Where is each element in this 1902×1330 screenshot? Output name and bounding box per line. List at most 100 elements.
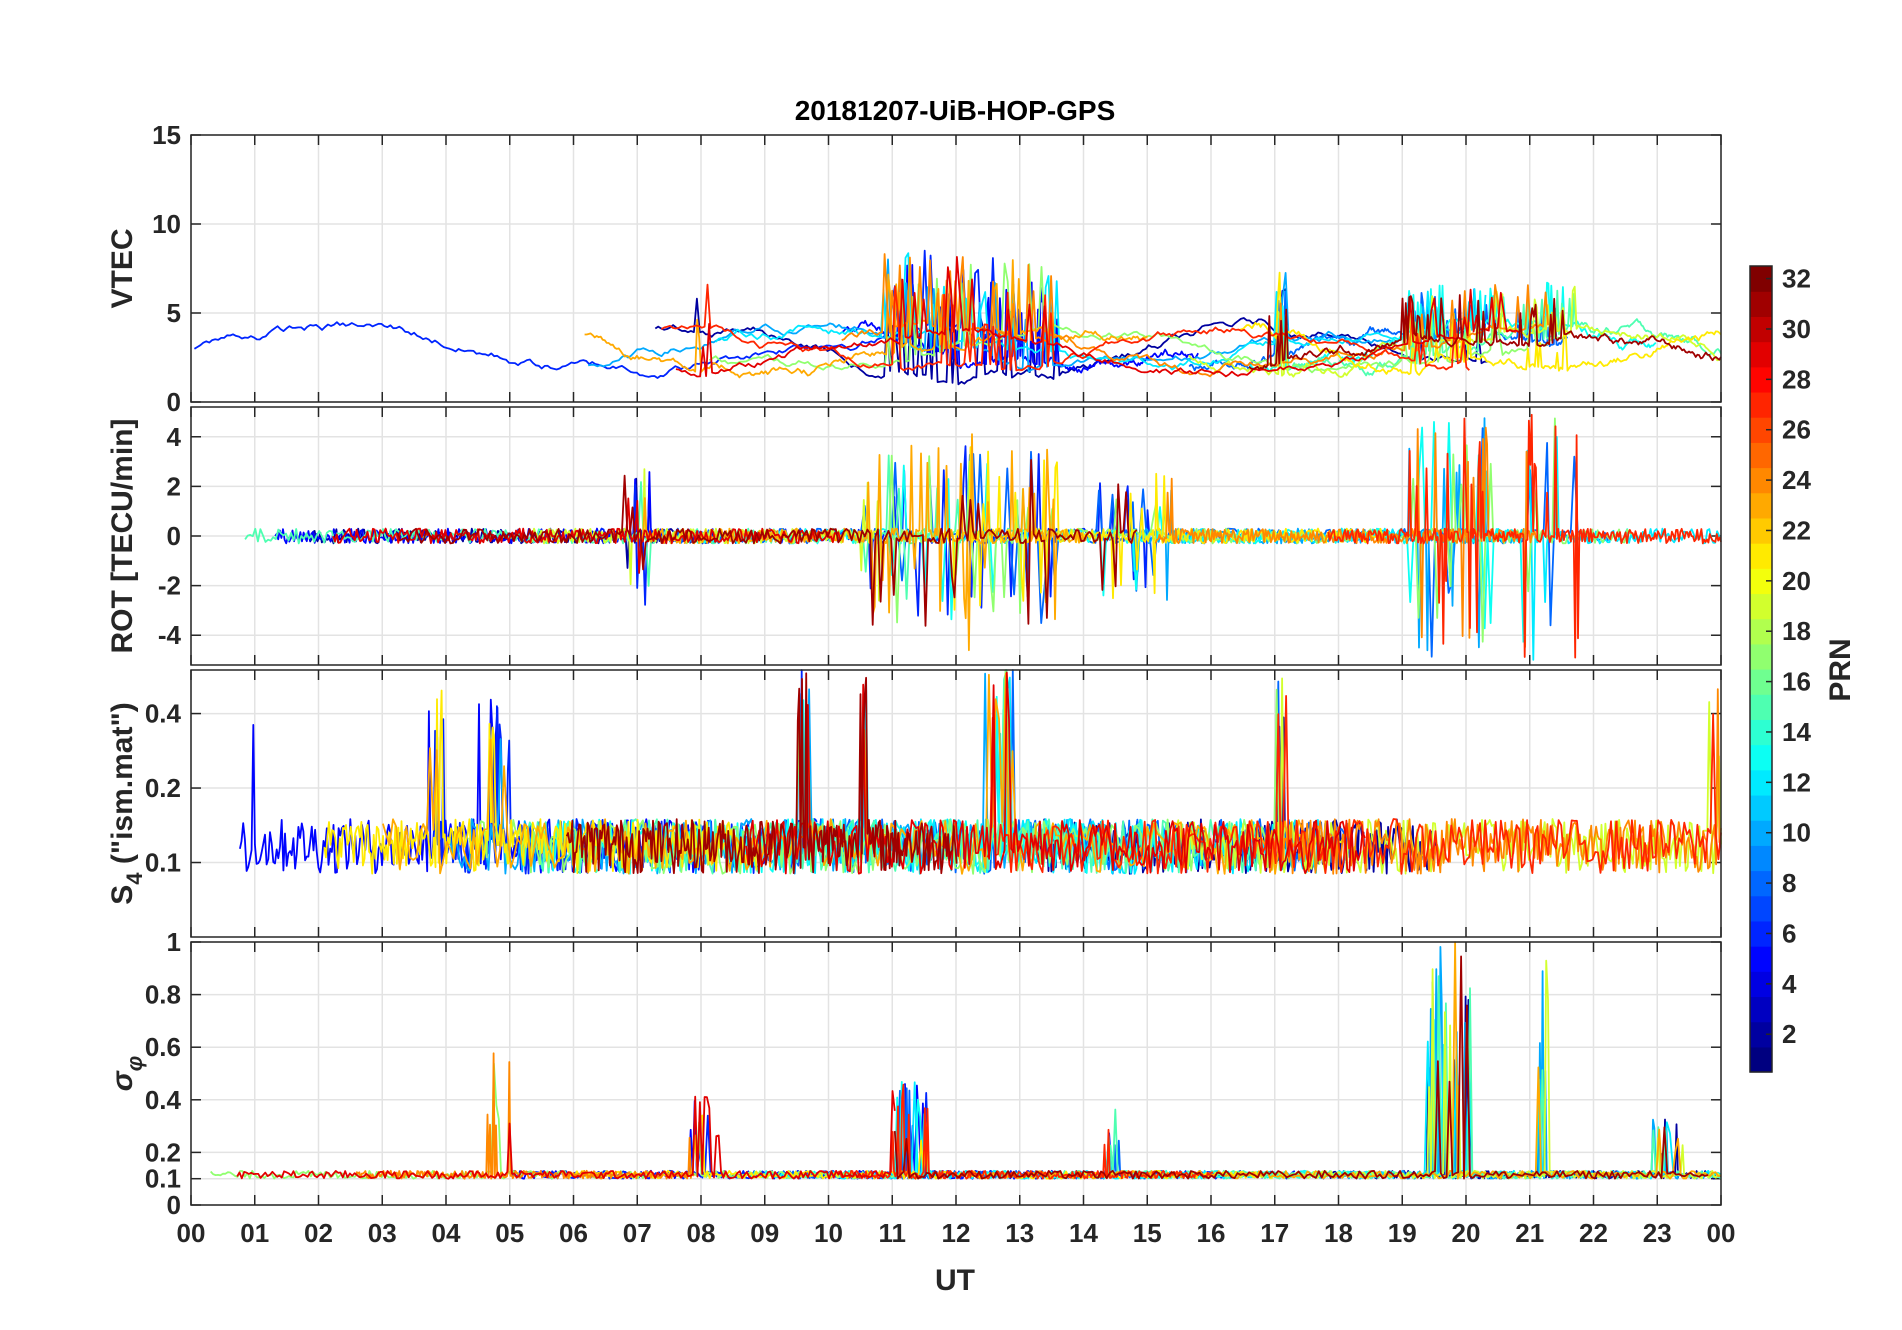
x-tick-label: 06 [559, 1218, 588, 1248]
series-line-prn-17 [708, 262, 1571, 374]
colorbar-segment-prn-4 [1750, 971, 1772, 998]
colorbar-segment-prn-9 [1750, 845, 1772, 872]
colorbar-segment-prn-6 [1750, 920, 1772, 947]
series-line-prn-19 [1231, 959, 1722, 1180]
colorbar-tick-label: 6 [1782, 918, 1796, 948]
colorbar-segment-prn-21 [1750, 543, 1772, 569]
colorbar-segment-prn-7 [1750, 895, 1772, 922]
colorbar-tick-label: 28 [1782, 364, 1811, 394]
colorbar-tick-label: 2 [1782, 1019, 1796, 1049]
x-tick-label: 10 [814, 1218, 843, 1248]
colorbar-segment-prn-10 [1750, 820, 1772, 846]
panel-2: -4 -2 0 2 4 ROT [TECU/min] [106, 406, 1722, 666]
x-tick-label: 09 [750, 1218, 779, 1248]
y-tick-label: 0.1 [145, 848, 181, 878]
panel-1: 0 5 10 15 VTEC [106, 120, 1722, 417]
colorbar-tick-label: 14 [1782, 717, 1811, 747]
colorbar-segment-prn-5 [1750, 946, 1772, 972]
chart-title: 20181207-UiB-HOP-GPS [795, 95, 1116, 126]
y-axis-label: ROT [TECU/min] [106, 419, 139, 654]
y-tick-label: 0.2 [145, 773, 181, 803]
colorbar-tick-label: 8 [1782, 868, 1796, 898]
x-axis: 00 01 02 03 04 05 06 07 08 09 10 11 12 13 14 15 16 17 18 19… [177, 1218, 1736, 1248]
colorbar-segment-prn-16 [1750, 669, 1772, 695]
x-tick-label: 16 [1197, 1218, 1226, 1248]
y-tick-label: 0 [167, 387, 181, 417]
series-line-prn-27 [1327, 413, 1722, 659]
colorbar-segment-prn-18 [1750, 618, 1772, 645]
colorbar-tick-label: 16 [1782, 667, 1811, 697]
colorbar-tick-label: 20 [1782, 566, 1811, 596]
y-tick-label: 0.6 [145, 1032, 181, 1062]
colorbar-tick-label: 4 [1782, 969, 1797, 999]
x-tick-label: 04 [432, 1218, 461, 1248]
colorbar-segment-prn-15 [1750, 694, 1772, 720]
x-tick-label: 22 [1579, 1218, 1608, 1248]
colorbar-tick-label: 32 [1782, 264, 1811, 294]
y-tick-label: 10 [152, 209, 181, 239]
y-tick-label: 5 [167, 298, 181, 328]
x-tick-label: 18 [1324, 1218, 1353, 1248]
y-tick-label: 0.8 [145, 980, 181, 1010]
colorbar-tick-label: 30 [1782, 314, 1811, 344]
x-tick-label: 17 [1260, 1218, 1289, 1248]
colorbar-segment-prn-17 [1750, 643, 1772, 670]
colorbar-segment-prn-20 [1750, 568, 1772, 595]
colorbar-tick-label: 12 [1782, 767, 1811, 797]
colorbar-segment-prn-22 [1750, 517, 1772, 544]
colorbar-segment-prn-30 [1750, 316, 1772, 343]
panel-3: 0.1 0.2 0.4S4 ("ism.mat") [106, 669, 1722, 938]
colorbar-segment-prn-24 [1750, 467, 1772, 494]
series-line-prn-21 [1237, 271, 1722, 376]
colorbar-segment-prn-19 [1750, 593, 1772, 620]
x-tick-label: 20 [1452, 1218, 1481, 1248]
series-line-prn-29 [745, 671, 1366, 875]
colorbar-segment-prn-29 [1750, 341, 1772, 368]
y-tick-label: 0.2 [145, 1137, 181, 1167]
y-tick-label: 0.1 [145, 1164, 181, 1194]
y-tick-label: 0.4 [145, 1085, 182, 1115]
colorbar-segment-prn-13 [1750, 744, 1772, 771]
series-line-prn-31 [396, 458, 1138, 627]
x-tick-label: 00 [1707, 1218, 1736, 1248]
colorbar-segment-prn-3 [1750, 996, 1772, 1023]
panel-4: 00.10.2 0.4 0.6 0.8 1 σφ [106, 927, 1722, 1220]
colorbar-segment-prn-32 [1750, 266, 1772, 292]
y-tick-label: 0 [167, 1190, 181, 1220]
colorbar-label: PRN [1824, 638, 1857, 701]
colorbar-segment-prn-26 [1750, 417, 1772, 443]
colorbar-segment-prn-28 [1750, 366, 1772, 393]
colorbar-tick-label: 26 [1782, 415, 1811, 445]
series-line-prn-27 [660, 283, 1470, 372]
x-tick-label: 13 [1005, 1218, 1034, 1248]
x-tick-label: 08 [687, 1218, 716, 1248]
y-tick-label: 4 [167, 422, 182, 452]
x-tick-label: 14 [1069, 1218, 1098, 1248]
x-tick-label: 23 [1643, 1218, 1672, 1248]
colorbar-segment-prn-31 [1750, 291, 1772, 317]
x-tick-label: 03 [368, 1218, 397, 1248]
y-tick-label: 2 [167, 471, 181, 501]
series-line-prn-15 [1291, 289, 1722, 377]
colorbar-tick-label: 18 [1782, 616, 1811, 646]
y-axis-label: VTEC [106, 228, 139, 308]
colorbar-segment-prn-1 [1750, 1046, 1772, 1073]
y-tick-label: -2 [158, 571, 181, 601]
series-line-prn-29 [236, 1090, 896, 1180]
x-tick-label: 02 [304, 1218, 333, 1248]
y-tick-label: -4 [158, 620, 182, 650]
x-axis-label: UT [935, 1264, 975, 1297]
y-tick-label: 0.4 [145, 699, 182, 729]
x-tick-label: 00 [177, 1218, 206, 1248]
y-tick-label: 1 [167, 927, 181, 957]
colorbar-segment-prn-8 [1750, 870, 1772, 897]
series-line-prn-27 [986, 695, 1722, 875]
colorbar-segment-prn-2 [1750, 1021, 1772, 1048]
x-tick-label: 11 [879, 1218, 907, 1248]
x-tick-label: 01 [240, 1218, 269, 1248]
colorbar-segment-prn-12 [1750, 769, 1772, 796]
colorbar-tick-label: 24 [1782, 465, 1811, 495]
